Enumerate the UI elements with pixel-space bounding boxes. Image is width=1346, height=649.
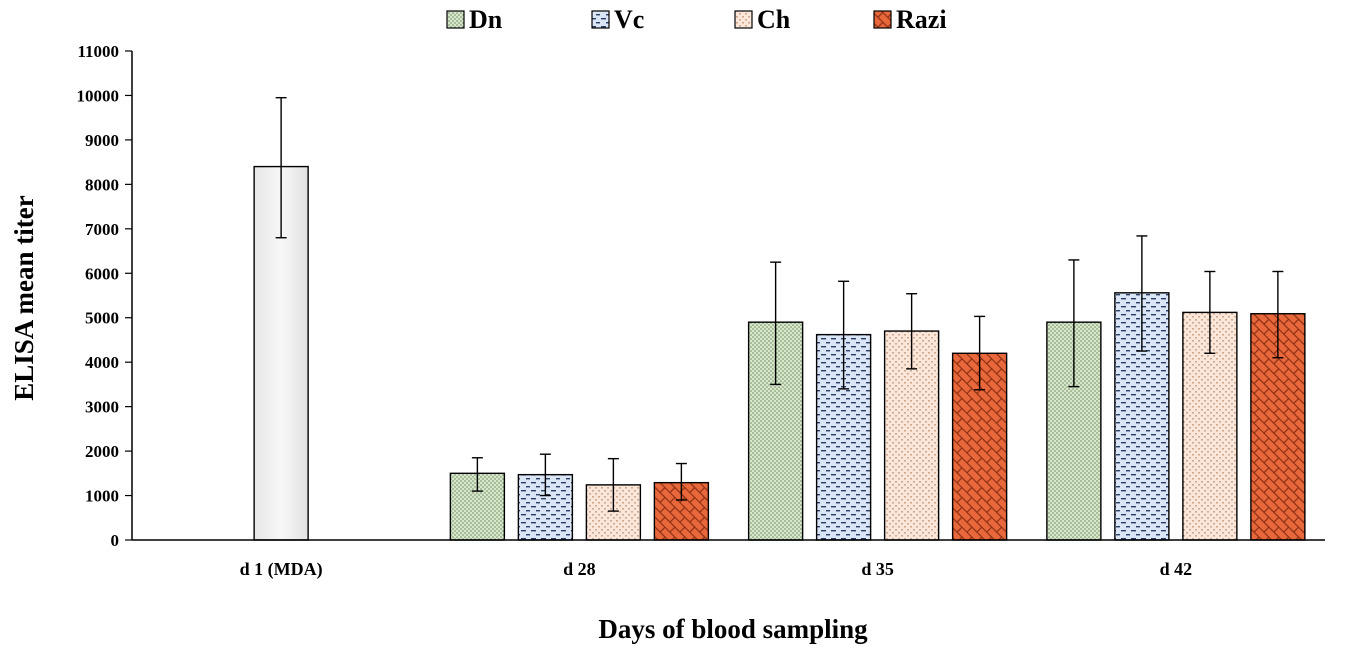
x-axis-title: Days of blood sampling xyxy=(598,614,868,644)
x-tick-label: d 28 xyxy=(563,559,596,579)
legend-label-razi: Razi xyxy=(896,5,947,34)
y-tick-label: 11000 xyxy=(77,42,119,61)
axes xyxy=(131,51,1325,541)
x-tick-label: d 35 xyxy=(861,559,894,579)
legend-label-vc: Vc xyxy=(614,5,644,34)
y-tick-label: 3000 xyxy=(85,398,119,417)
y-tick-label: 1000 xyxy=(85,487,119,506)
y-tick-label: 2000 xyxy=(85,442,119,461)
x-tick-label: d 1 (MDA) xyxy=(240,559,323,580)
x-tick-label: d 42 xyxy=(1160,559,1193,579)
y-tick-label: 0 xyxy=(111,531,120,550)
legend-label-dn: Dn xyxy=(469,5,503,34)
legend-swatch-razi xyxy=(873,10,892,29)
y-axis-title: ELISA mean titer xyxy=(9,195,39,401)
bars xyxy=(253,165,1306,541)
y-tick-label: 9000 xyxy=(85,131,119,150)
error-bars xyxy=(275,96,1284,512)
y-tick-label: 4000 xyxy=(85,353,119,372)
y-tick-label: 8000 xyxy=(85,175,119,194)
legend-label-ch: Ch xyxy=(757,5,791,34)
y-tick-label: 10000 xyxy=(77,86,120,105)
x-axis-labels: d 1 (MDA) d 28 d 35 d 42 xyxy=(240,559,1193,580)
legend-swatch-vc xyxy=(591,10,610,29)
y-tick-label: 7000 xyxy=(85,220,119,239)
y-tick-label: 6000 xyxy=(85,264,119,283)
y-tick-label: 5000 xyxy=(85,309,119,328)
legend: Dn Vc Ch Razi xyxy=(446,5,947,34)
legend-swatch-ch xyxy=(734,10,753,29)
y-axis-ticks: 0 1000 2000 3000 4000 5000 6000 7000 8000 9000 100… xyxy=(77,42,132,550)
legend-swatch-dn xyxy=(446,10,465,29)
